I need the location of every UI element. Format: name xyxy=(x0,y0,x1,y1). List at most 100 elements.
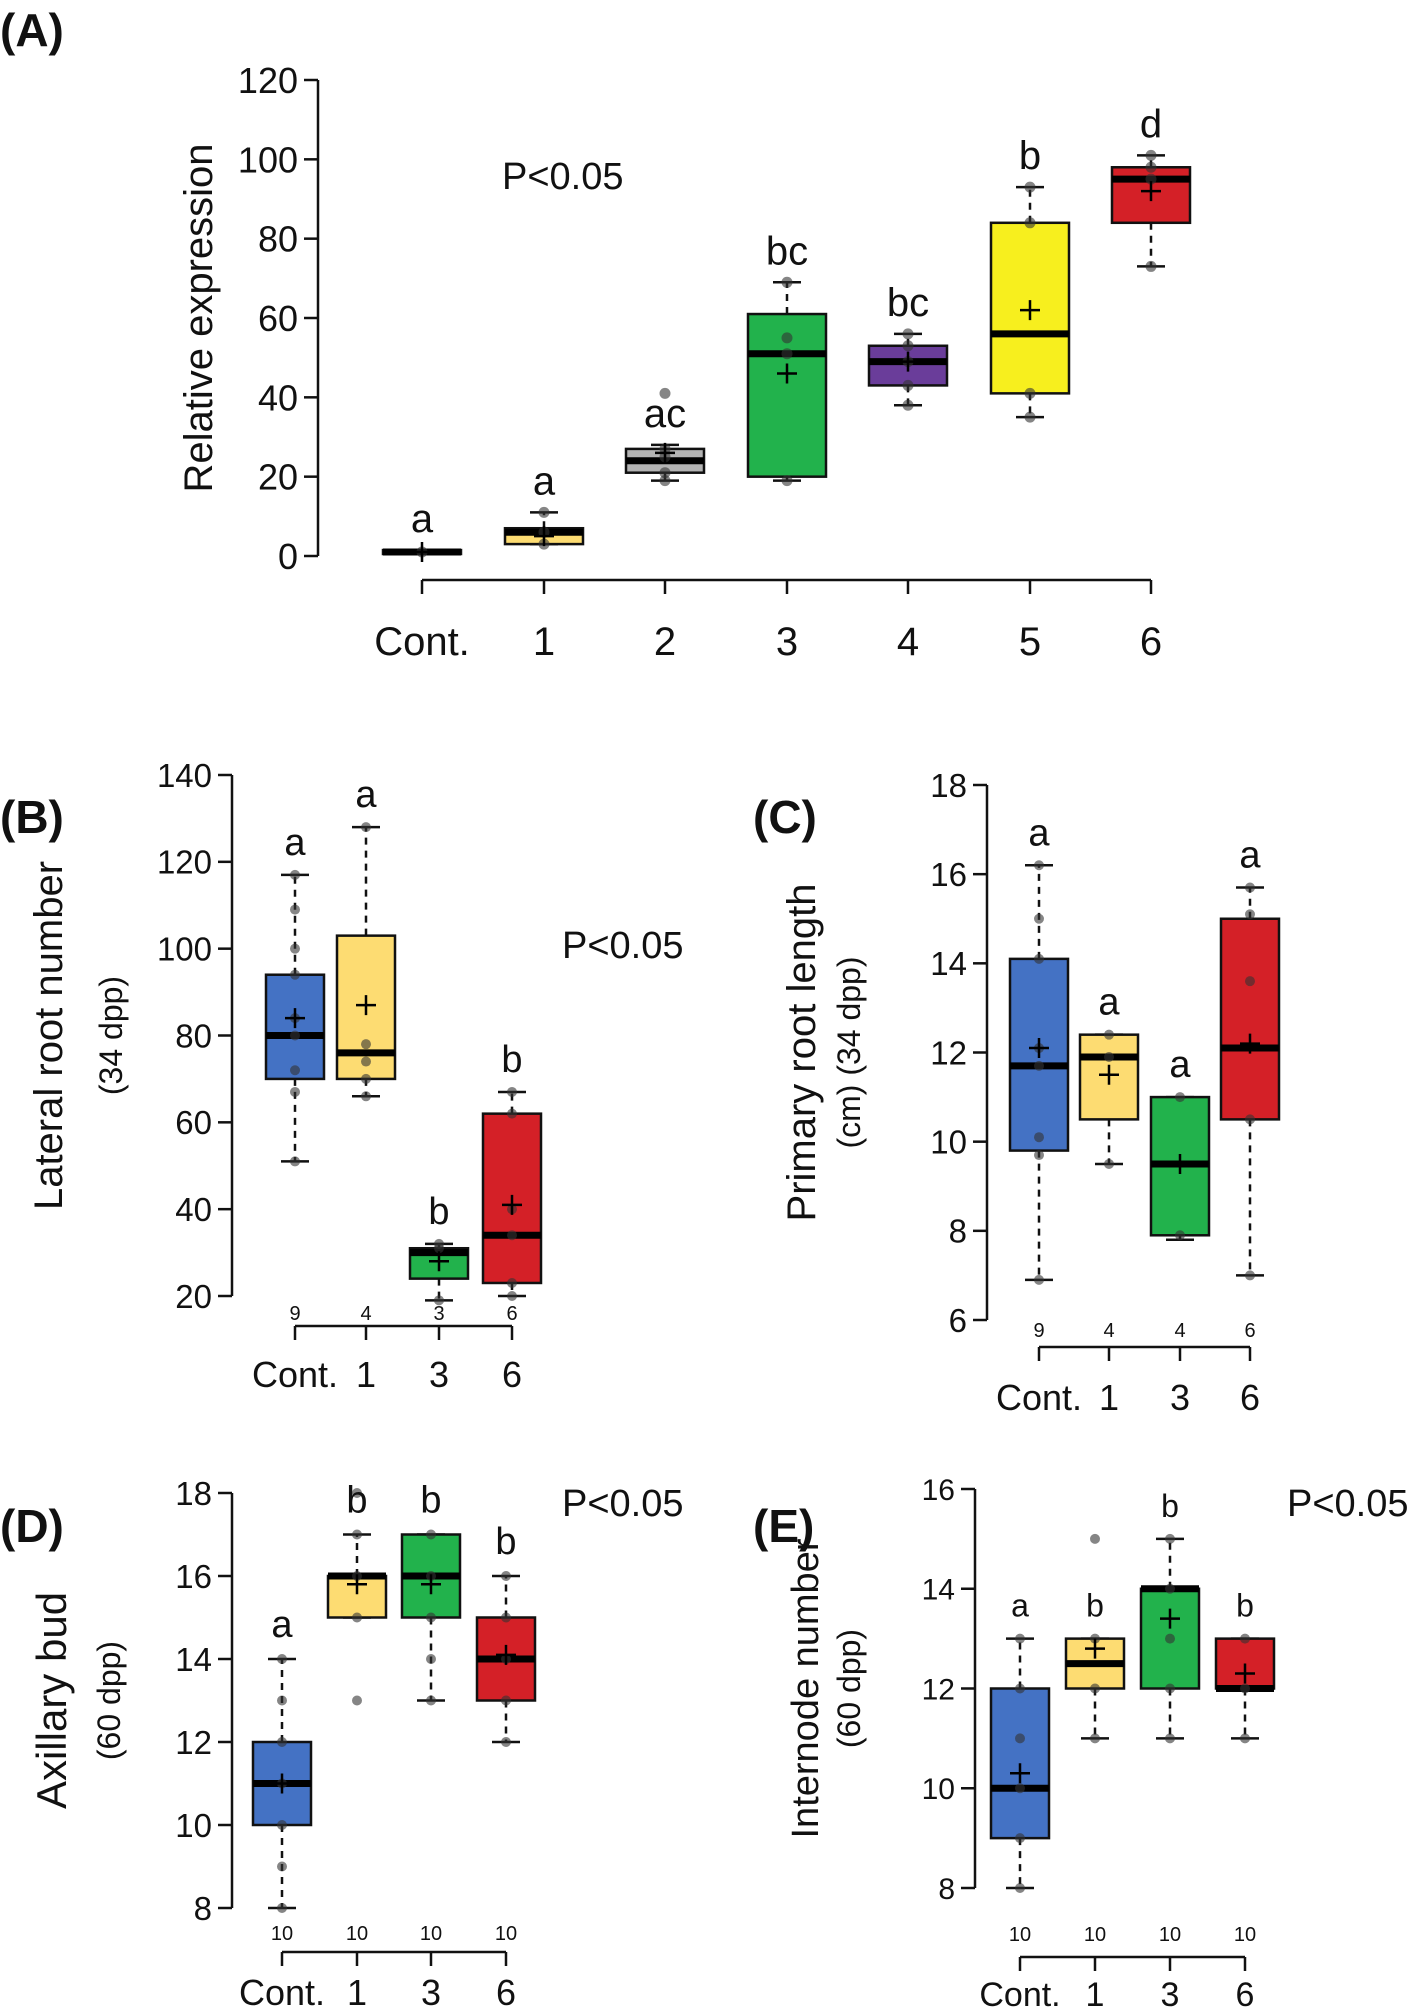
significance-letter: a xyxy=(411,497,434,541)
mean-marker xyxy=(421,1574,441,1595)
sample-size-label: 9 xyxy=(1033,1320,1044,1342)
mean-marker xyxy=(1235,1663,1255,1684)
data-point xyxy=(1104,1051,1114,1062)
x-tick-label: 4 xyxy=(897,620,919,664)
significance-letter: bc xyxy=(887,281,929,325)
box-2: ac xyxy=(624,387,706,487)
mean-marker xyxy=(1141,181,1161,202)
data-point xyxy=(1165,1533,1175,1544)
box-1: b xyxy=(326,1480,388,1706)
data-point xyxy=(277,1695,287,1706)
data-point xyxy=(1245,1270,1255,1281)
x-tick-label: 5 xyxy=(1019,620,1041,664)
mean-marker xyxy=(285,1008,305,1029)
data-point xyxy=(659,467,671,479)
y-tick-label: 10 xyxy=(930,1124,967,1161)
data-point xyxy=(361,1039,371,1050)
data-point xyxy=(1175,1092,1185,1103)
data-point xyxy=(434,1295,444,1306)
sample-size-label: 10 xyxy=(420,1923,442,1945)
mean-marker xyxy=(1010,1763,1030,1784)
data-point xyxy=(277,1654,287,1664)
y-tick-label: 140 xyxy=(157,757,212,794)
box-1: a xyxy=(1078,982,1140,1169)
mean-marker xyxy=(1085,1638,1105,1659)
data-point xyxy=(1034,913,1044,924)
x-tick-label: 1 xyxy=(1099,1377,1119,1418)
y-tick-label: 12 xyxy=(175,1724,212,1761)
data-point xyxy=(1145,149,1157,161)
data-point xyxy=(1165,1683,1175,1694)
data-point xyxy=(1165,1733,1175,1744)
y-tick-label: 18 xyxy=(930,767,967,804)
data-point xyxy=(361,822,371,833)
x-tick-label: Cont. xyxy=(374,620,470,664)
data-point xyxy=(290,943,300,954)
x-tick-label: 6 xyxy=(496,1972,516,2013)
data-point xyxy=(501,1737,511,1747)
data-point xyxy=(902,379,914,391)
data-point xyxy=(1245,1114,1255,1125)
y-axis-label: Primary root length xyxy=(780,884,824,1222)
panel-label: (E) xyxy=(753,1500,814,1552)
significance-letter: b xyxy=(501,1039,522,1081)
y-axis-sublabel: (34 dpp) xyxy=(93,976,129,1095)
data-point xyxy=(277,1737,287,1747)
x-tick-label: Cont. xyxy=(996,1377,1082,1418)
data-point xyxy=(1245,909,1255,920)
data-point xyxy=(1145,260,1157,272)
p-value-label: P<0.05 xyxy=(1287,1483,1409,1525)
data-point xyxy=(1090,1533,1100,1544)
data-point xyxy=(1245,882,1255,893)
sample-size-label: 10 xyxy=(1009,1924,1031,1946)
box-6: b xyxy=(475,1521,537,1747)
data-point xyxy=(781,348,793,360)
y-axis-sublabel: (60 dpp) xyxy=(831,1629,867,1748)
sample-size-label: 3 xyxy=(433,1303,444,1325)
x-tick-label: Cont. xyxy=(979,1976,1060,2014)
data-point xyxy=(277,1903,287,1913)
data-point xyxy=(1034,1274,1044,1285)
data-point xyxy=(277,1861,287,1872)
data-point xyxy=(501,1695,511,1706)
data-point xyxy=(352,1529,362,1540)
x-tick-label: 1 xyxy=(533,620,555,664)
data-point xyxy=(507,1086,517,1097)
data-point xyxy=(434,1238,444,1249)
x-tick-label: 1 xyxy=(356,1354,376,1395)
data-point xyxy=(426,1654,436,1664)
mean-marker xyxy=(356,995,376,1016)
data-point xyxy=(1034,953,1044,964)
data-point xyxy=(426,1612,436,1623)
significance-letter: b xyxy=(420,1480,441,1522)
p-value-label: P<0.05 xyxy=(502,156,624,198)
significance-letter: a xyxy=(355,774,377,816)
iqr-box xyxy=(1219,917,1281,1121)
significance-letter: bc xyxy=(766,229,808,273)
data-point xyxy=(361,1056,371,1067)
data-point xyxy=(659,475,671,487)
x-tick-label: 3 xyxy=(1170,1377,1190,1418)
data-point xyxy=(352,1488,362,1498)
data-point xyxy=(507,1291,517,1301)
y-tick-label: 20 xyxy=(175,1278,212,1315)
data-point xyxy=(902,399,914,411)
y-tick-label: 8 xyxy=(194,1890,212,1927)
y-tick-label: 40 xyxy=(175,1191,212,1228)
data-point xyxy=(1015,1633,1025,1644)
data-point xyxy=(290,1030,300,1041)
y-tick-label: 12 xyxy=(922,1673,955,1706)
p-value-label: P<0.05 xyxy=(562,925,684,967)
data-point xyxy=(1245,976,1255,987)
iqr-box xyxy=(326,1574,388,1619)
y-tick-label: 80 xyxy=(175,1017,212,1054)
mean-marker xyxy=(777,363,797,384)
data-point xyxy=(361,1091,371,1102)
sample-size-label: 4 xyxy=(360,1303,371,1325)
significance-letter: a xyxy=(1169,1044,1191,1086)
significance-letter: b xyxy=(346,1480,367,1522)
significance-letter: a xyxy=(271,1604,293,1646)
y-axis-sublabel: (60 dpp) xyxy=(91,1641,127,1760)
data-point xyxy=(1034,1150,1044,1161)
box-cont: a xyxy=(1008,812,1070,1285)
